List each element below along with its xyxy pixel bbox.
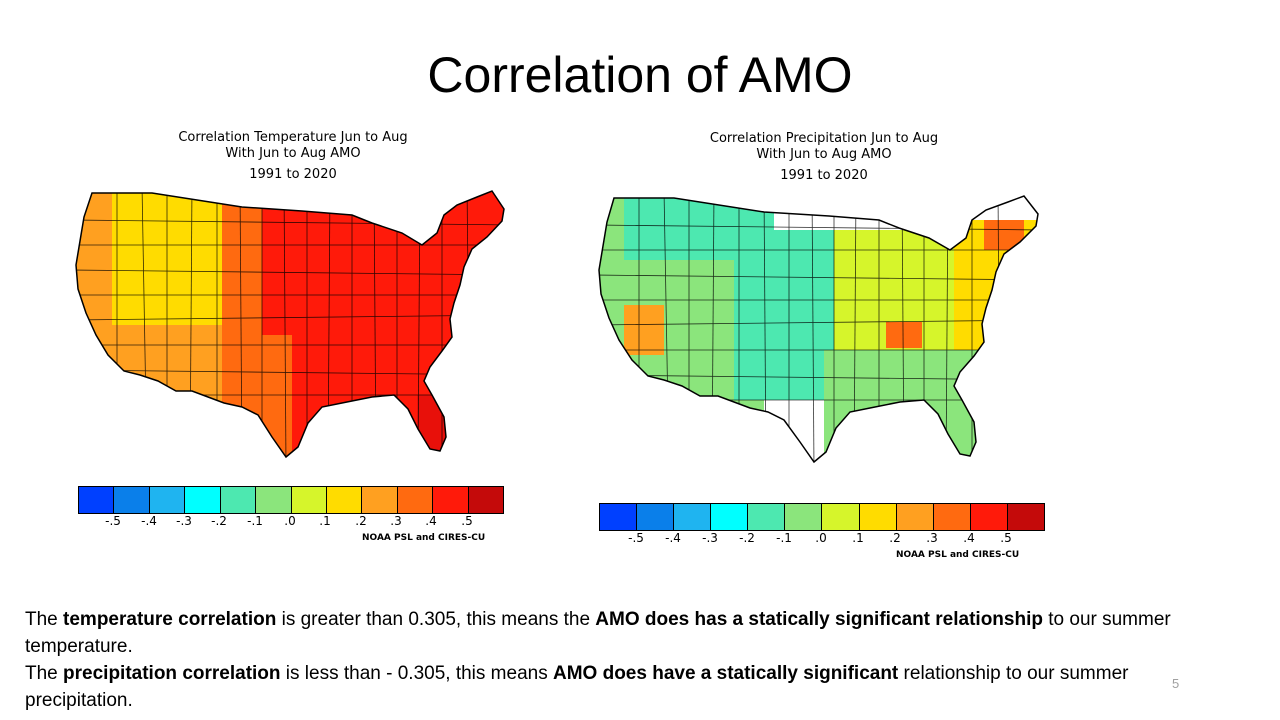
region-southeast: [824, 350, 994, 462]
precipitation-correlation-map: [598, 195, 1039, 464]
temperature-map-credit: NOAA PSL and CIRES-CU: [362, 533, 486, 543]
colorbar-swatch: [326, 487, 363, 513]
colorbar-swatch: [468, 487, 504, 513]
colorbar-tick-label: .4: [425, 514, 437, 528]
colorbar-swatch: [933, 504, 971, 530]
caption-precipitation: The precipitation correlation is less th…: [25, 660, 1225, 714]
colorbar-swatch: [149, 487, 186, 513]
colorbar-tick-label: .5: [1000, 531, 1012, 545]
caption-bold: temperature correlation: [63, 609, 277, 630]
colorbar-swatch: [785, 504, 823, 530]
colorbar-swatch: [674, 504, 712, 530]
caption-text: relationship to our summer precipitation…: [25, 663, 1129, 711]
colorbar-swatch: [896, 504, 934, 530]
temperature-colorbar: [78, 486, 504, 514]
colorbar-swatch: [637, 504, 675, 530]
precipitation-colorbar: [599, 503, 1045, 531]
colorbar-swatch: [291, 487, 327, 513]
colorbar-swatch: [748, 504, 786, 530]
map-title-line: With Jun to Aug AMO: [225, 146, 361, 161]
colorbar-tick-label: .1: [319, 514, 331, 528]
temperature-map-title: Correlation Temperature Jun to Aug With …: [143, 130, 443, 183]
temperature-correlation-map: [75, 190, 505, 459]
colorbar-tick-label: .3: [926, 531, 938, 545]
colorbar-tick-label: -.3: [702, 531, 718, 545]
colorbar-tick-label: .0: [815, 531, 827, 545]
colorbar-tick-label: .2: [889, 531, 901, 545]
colorbar-tick-label: -.3: [176, 514, 192, 528]
colorbar-swatch: [822, 504, 860, 530]
colorbar-tick-label: .3: [390, 514, 402, 528]
caption-text: is less than - 0.305, this means: [280, 663, 553, 684]
colorbar-swatch: [256, 487, 292, 513]
colorbar-swatch: [362, 487, 398, 513]
colorbar-tick-label: .2: [355, 514, 367, 528]
colorbar-swatch: [859, 504, 897, 530]
colorbar-tick-label: .4: [963, 531, 975, 545]
colorbar-swatch: [433, 487, 469, 513]
colorbar-tick-label: -.2: [211, 514, 227, 528]
colorbar-swatch: [970, 504, 1008, 530]
colorbar-tick-label: -.5: [105, 514, 121, 528]
region-california: [624, 305, 664, 355]
colorbar-tick-label: -.1: [776, 531, 792, 545]
colorbar-tick-label: -.4: [665, 531, 681, 545]
colorbar-tick-label: .0: [284, 514, 296, 528]
slide-number: 5: [1172, 676, 1180, 691]
colorbar-swatch: [79, 487, 115, 513]
region-new-england: [984, 220, 1024, 250]
colorbar-swatch: [185, 487, 221, 513]
caption-text: is greater than 0.305, this means the: [276, 609, 596, 630]
map-title-line: Correlation Temperature Jun to Aug: [178, 130, 408, 145]
region-midwest: [262, 205, 402, 335]
colorbar-tick-label: -.5: [628, 531, 644, 545]
colorbar-tick-label: -.1: [247, 514, 263, 528]
slide-title: Correlation of AMO: [427, 47, 853, 103]
map-title-line: 1991 to 2020: [249, 167, 337, 182]
colorbar-tick-label: .1: [852, 531, 864, 545]
colorbar-swatch: [600, 504, 638, 530]
caption-bold: AMO does have a statically significant: [552, 663, 899, 684]
caption-temperature: The temperature correlation is greater t…: [25, 606, 1225, 660]
caption-text: The: [25, 663, 64, 684]
precipitation-map-credit: NOAA PSL and CIRES-CU: [896, 550, 1020, 560]
colorbar-swatch: [711, 504, 749, 530]
colorbar-swatch: [1007, 504, 1044, 530]
temperature-colorbar-ticks: -.5 -.4 -.3 -.2 -.1 .0 .1 .2 .3 .4 .5: [78, 514, 502, 530]
map-title-line: Correlation Precipitation Jun to Aug: [709, 131, 939, 146]
caption-text: The: [25, 609, 64, 630]
colorbar-tick-label: -.2: [739, 531, 755, 545]
precipitation-colorbar-ticks: -.5 -.4 -.3 -.2 -.1 .0 .1 .2 .3 .4 .5: [599, 531, 1043, 547]
colorbar-tick-label: -.4: [141, 514, 157, 528]
region-tennessee-valley: [886, 322, 922, 348]
colorbar-swatch: [114, 487, 150, 513]
colorbar-swatch: [397, 487, 434, 513]
region-northeast: [392, 191, 504, 355]
caption-bold: precipitation correlation: [63, 663, 281, 684]
map-title-line: With Jun to Aug AMO: [756, 147, 892, 162]
caption: The temperature correlation is greater t…: [25, 606, 1225, 714]
colorbar-tick-label: .5: [461, 514, 473, 528]
colorbar-swatch: [220, 487, 257, 513]
caption-bold: AMO does has a statically significant re…: [595, 609, 1043, 630]
precipitation-map-title: Correlation Precipitation Jun to Aug Wit…: [674, 131, 974, 184]
caption-text: to our summer temperature.: [25, 609, 1171, 657]
map-title-line: 1991 to 2020: [780, 168, 868, 183]
